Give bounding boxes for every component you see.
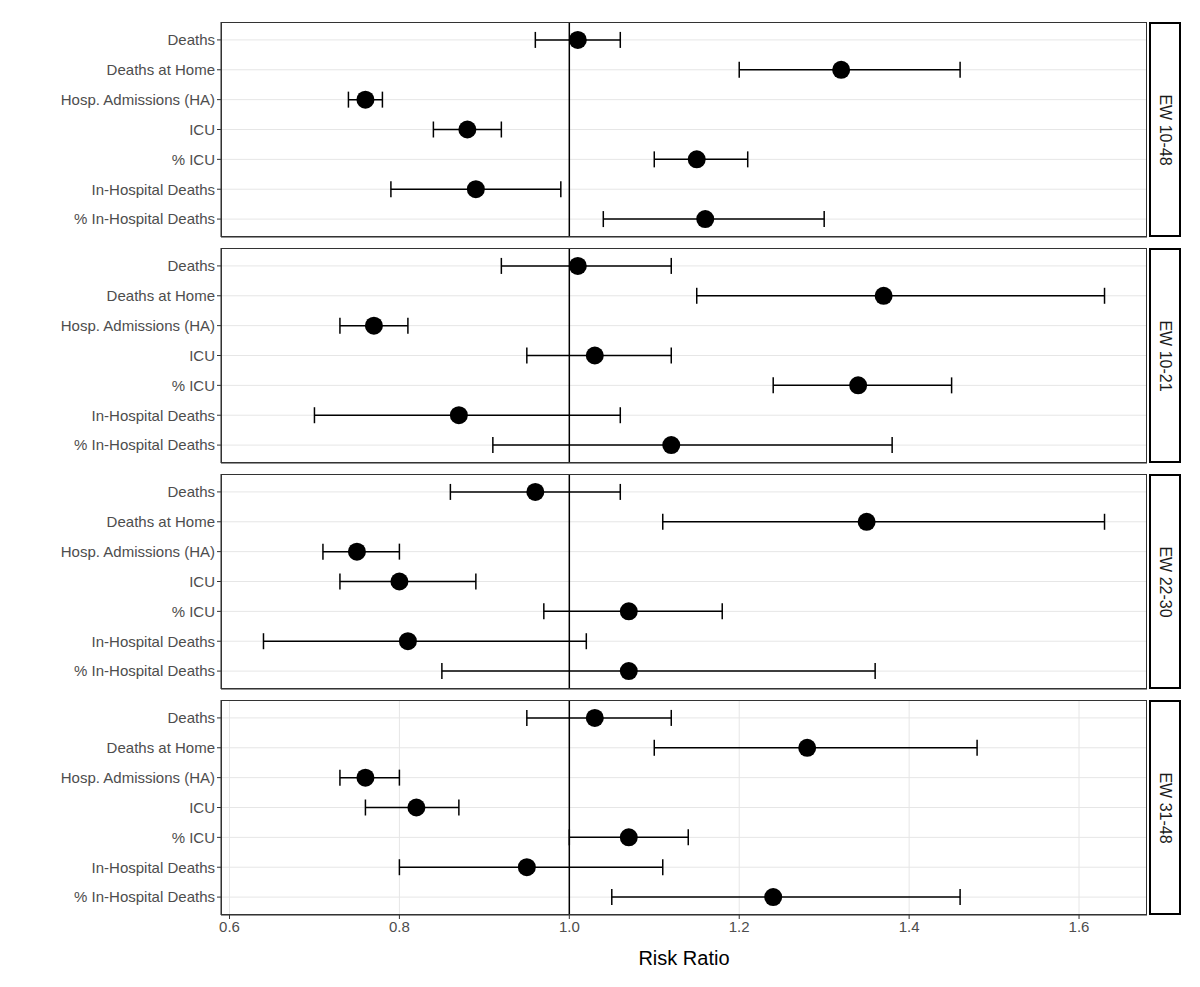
html-text:EW 10-21: EW 10-21	[1157, 319, 1174, 392]
svg-text:In-Hospital Deaths: In-Hospital Deaths	[92, 859, 215, 876]
svg-text:Deaths: Deaths	[167, 257, 215, 274]
svg-text:ICU: ICU	[189, 347, 215, 364]
svg-text:0.6: 0.6	[219, 918, 240, 935]
svg-text:Deaths: Deaths	[167, 31, 215, 48]
svg-text:Deaths at Home: Deaths at Home	[107, 287, 215, 304]
html-text:EW 31-48: EW 31-48	[1157, 771, 1174, 844]
svg-text:0.8: 0.8	[389, 918, 410, 935]
svg-text:Deaths at Home: Deaths at Home	[107, 513, 215, 530]
svg-text:Hosp. Admissions (HA): Hosp. Admissions (HA)	[61, 769, 215, 786]
svg-text:1.6: 1.6	[1069, 918, 1090, 935]
svg-text:ICU: ICU	[189, 121, 215, 138]
svg-text:Hosp. Admissions (HA): Hosp. Admissions (HA)	[61, 543, 215, 560]
svg-text:Deaths at Home: Deaths at Home	[107, 739, 215, 756]
svg-text:% ICU: % ICU	[172, 603, 215, 620]
svg-text:ICU: ICU	[189, 573, 215, 590]
svg-text:1.0: 1.0	[559, 918, 580, 935]
svg-text:1.2: 1.2	[729, 918, 750, 935]
svg-text:Hosp. Admissions (HA): Hosp. Admissions (HA)	[61, 91, 215, 108]
svg-text:% ICU: % ICU	[172, 377, 215, 394]
svg-text:In-Hospital Deaths: In-Hospital Deaths	[92, 407, 215, 424]
svg-text:% In-Hospital Deaths: % In-Hospital Deaths	[74, 436, 215, 453]
svg-text:% ICU: % ICU	[172, 151, 215, 168]
svg-text:% In-Hospital Deaths: % In-Hospital Deaths	[74, 662, 215, 679]
html-text:EW 10-48: EW 10-48	[1157, 93, 1174, 166]
html-text:EW 22-30: EW 22-30	[1157, 545, 1174, 618]
svg-text:Risk Ratio: Risk Ratio	[638, 947, 729, 969]
svg-text:% In-Hospital Deaths: % In-Hospital Deaths	[74, 888, 215, 905]
svg-text:1.4: 1.4	[899, 918, 920, 935]
svg-text:Deaths: Deaths	[167, 483, 215, 500]
svg-text:In-Hospital Deaths: In-Hospital Deaths	[92, 181, 215, 198]
svg-text:Deaths: Deaths	[167, 709, 215, 726]
svg-text:% In-Hospital Deaths: % In-Hospital Deaths	[74, 210, 215, 227]
svg-text:ICU: ICU	[189, 799, 215, 816]
svg-text:In-Hospital Deaths: In-Hospital Deaths	[92, 633, 215, 650]
svg-text:% ICU: % ICU	[172, 829, 215, 846]
svg-text:Hosp. Admissions (HA): Hosp. Admissions (HA)	[61, 317, 215, 334]
svg-text:Deaths at Home: Deaths at Home	[107, 61, 215, 78]
